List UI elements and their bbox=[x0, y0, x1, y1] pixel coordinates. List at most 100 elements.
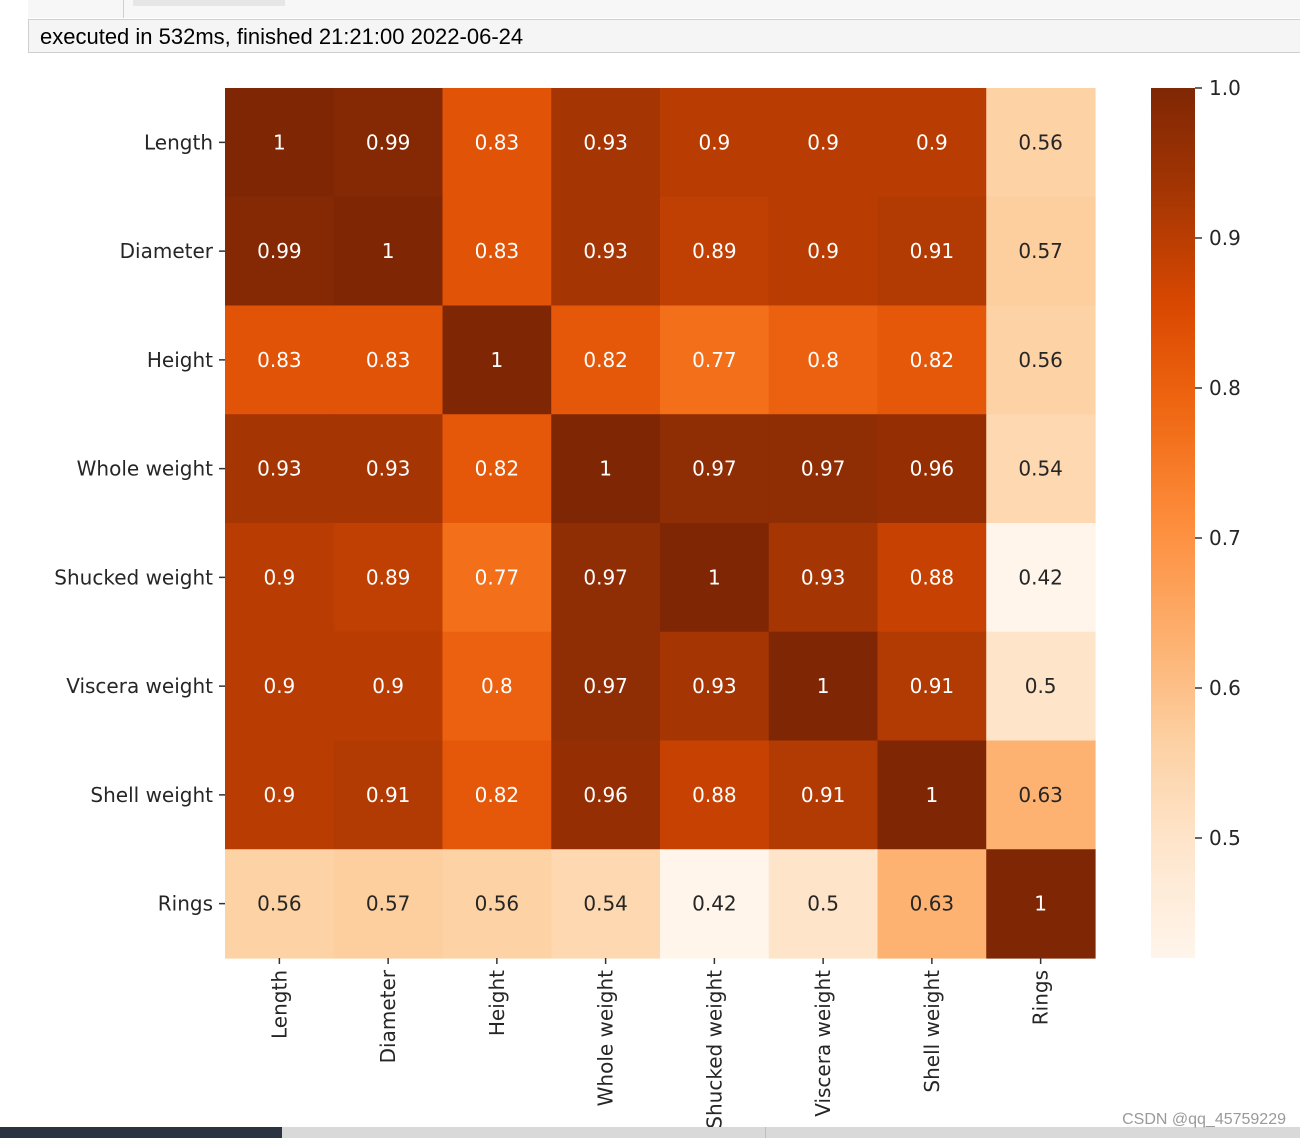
cell-annotation: 0.93 bbox=[692, 674, 737, 698]
cell-annotation: 0.9 bbox=[698, 130, 730, 154]
cell-annotation: 0.88 bbox=[692, 783, 737, 807]
cell-annotation: 1 bbox=[491, 348, 504, 372]
heatmap-cell-diameter-whole-weight bbox=[551, 196, 661, 307]
cell-annotation: 0.97 bbox=[583, 674, 628, 698]
x-tick-label: Rings bbox=[1029, 970, 1053, 1025]
colorbar-tick-label: 0.7 bbox=[1209, 526, 1241, 550]
cell-annotation: 0.9 bbox=[263, 565, 295, 589]
cell-annotation: 0.96 bbox=[583, 783, 628, 807]
heatmap-cell-shucked-weight-shell-weight bbox=[877, 523, 987, 633]
cell-annotation: 0.93 bbox=[257, 457, 302, 481]
heatmap-cell-diameter-shucked-weight bbox=[660, 196, 770, 307]
colorbar-tick-label: 1.0 bbox=[1209, 76, 1241, 100]
heatmap-cell-height-rings bbox=[986, 305, 1096, 415]
x-tick-label: Whole weight bbox=[594, 970, 618, 1106]
heatmap-cell-whole-weight-viscera-weight bbox=[768, 414, 879, 524]
cell-annotation: 0.9 bbox=[916, 130, 948, 154]
heatmap-cell-rings-rings bbox=[986, 849, 1096, 959]
heatmap-cells bbox=[225, 88, 1096, 959]
heatmap-cell-rings-shucked-weight bbox=[660, 849, 770, 959]
cell-annotation: 0.56 bbox=[1018, 130, 1063, 154]
x-tick-label: Shucked weight bbox=[702, 970, 726, 1129]
execution-status-bar bbox=[28, 19, 1300, 53]
colorbar-tick-label: 0.5 bbox=[1209, 826, 1241, 850]
cell-annotation: 0.77 bbox=[475, 565, 520, 589]
cell-annotation: 0.77 bbox=[692, 348, 737, 372]
heatmap-cell-shell-weight-shucked-weight bbox=[660, 740, 770, 850]
heatmap-cell-diameter-rings bbox=[986, 196, 1096, 307]
heatmap-cell-whole-weight-rings bbox=[986, 414, 1096, 524]
colorbar: 0.5 0.6 0.7 0.8 0.9 1.0 bbox=[1151, 76, 1241, 958]
x-axis: Length Diameter Height Whole weight Shucked … bbox=[267, 958, 1053, 1129]
cell-annotation: 0.42 bbox=[692, 892, 737, 916]
heatmap-cell-rings-diameter bbox=[333, 849, 444, 959]
x-tick-label: Length bbox=[267, 970, 291, 1039]
heatmap-cell-height-height bbox=[442, 305, 552, 415]
heatmap-cell-rings-whole-weight bbox=[551, 849, 661, 959]
colorbar-tick-label: 0.9 bbox=[1209, 226, 1241, 250]
heatmap-cell-height-whole-weight bbox=[551, 305, 661, 415]
y-tick-label: Height bbox=[147, 348, 213, 372]
heatmap-cell-rings-viscera-weight bbox=[768, 849, 879, 959]
cell-annotation: 0.63 bbox=[910, 892, 955, 916]
cell-annotation: 0.93 bbox=[801, 565, 846, 589]
heatmap-cell-viscera-weight-viscera-weight bbox=[768, 631, 879, 742]
heatmap-cell-shell-weight-diameter bbox=[333, 740, 444, 850]
cell-annotation: 0.5 bbox=[807, 892, 839, 916]
heatmap-cell-rings-shell-weight bbox=[877, 849, 987, 959]
cell-annotation: 0.56 bbox=[475, 892, 520, 916]
cell-annotation: 0.82 bbox=[583, 348, 628, 372]
cell-annotation: 0.63 bbox=[1018, 783, 1063, 807]
cell-annotation: 0.89 bbox=[692, 239, 737, 263]
heatmap-cell-length-diameter bbox=[333, 88, 444, 198]
cell-annotation: 0.99 bbox=[257, 239, 302, 263]
heatmap-cell-diameter-height bbox=[442, 196, 552, 307]
heatmap-cell-length-shucked-weight bbox=[660, 88, 770, 198]
y-tick-label: Rings bbox=[158, 892, 213, 916]
heatmap-cell-viscera-weight-rings bbox=[986, 631, 1096, 742]
cell-annotation: 0.54 bbox=[1018, 457, 1063, 481]
heatmap-cell-shucked-weight-viscera-weight bbox=[768, 523, 879, 633]
cell-annotation: 1 bbox=[926, 783, 939, 807]
x-tick-label: Shell weight bbox=[920, 970, 944, 1093]
heatmap-cell-height-shell-weight bbox=[877, 305, 987, 415]
csdn-watermark: CSDN @qq_45759229 bbox=[1122, 1111, 1286, 1128]
colorbar-tick-label: 0.6 bbox=[1209, 676, 1241, 700]
heatmap-cell-shell-weight-height bbox=[442, 740, 552, 850]
cell-annotation: 0.9 bbox=[807, 239, 839, 263]
cell-annotation: 0.82 bbox=[475, 457, 520, 481]
bottom-divider bbox=[765, 1127, 766, 1138]
cell-annotation: 0.93 bbox=[583, 239, 628, 263]
heatmap-cell-whole-weight-diameter bbox=[333, 414, 444, 524]
heatmap-cell-viscera-weight-whole-weight bbox=[551, 631, 661, 742]
heatmap-cell-shell-weight-rings bbox=[986, 740, 1096, 850]
cell-annotation: 0.9 bbox=[807, 130, 839, 154]
cell-annotation: 0.82 bbox=[475, 783, 520, 807]
heatmap-cell-diameter-shell-weight bbox=[877, 196, 987, 307]
heatmap-cell-shell-weight-length bbox=[225, 740, 335, 850]
heatmap-cell-shucked-weight-shucked-weight bbox=[660, 523, 770, 633]
cell-annotation: 0.82 bbox=[910, 348, 955, 372]
heatmap-cell-diameter-diameter bbox=[333, 196, 444, 307]
heatmap-cell-length-whole-weight bbox=[551, 88, 661, 198]
heatmap-cell-length-length bbox=[225, 88, 335, 198]
cell-annotation: 1 bbox=[599, 457, 612, 481]
x-tick-label: Viscera weight bbox=[811, 970, 835, 1117]
heatmap-cell-shucked-weight-diameter bbox=[333, 523, 444, 633]
x-tick-label: Diameter bbox=[376, 969, 400, 1063]
heatmap-cell-whole-weight-shucked-weight bbox=[660, 414, 770, 524]
colorbar-tick-label: 0.8 bbox=[1209, 376, 1241, 400]
heatmap-cell-viscera-weight-length bbox=[225, 631, 335, 742]
heatmap-cell-shell-weight-whole-weight bbox=[551, 740, 661, 850]
heatmap-cell-length-shell-weight bbox=[877, 88, 987, 198]
heatmap-cell-whole-weight-length bbox=[225, 414, 335, 524]
cell-annotation: 0.93 bbox=[366, 457, 411, 481]
heatmap-cell-whole-weight-whole-weight bbox=[551, 414, 661, 524]
cell-annotation: 0.93 bbox=[583, 130, 628, 154]
heatmap-cell-rings-length bbox=[225, 849, 335, 959]
cell-annotation: 0.83 bbox=[366, 348, 411, 372]
heatmap-cell-length-viscera-weight bbox=[768, 88, 879, 198]
y-tick-label: Whole weight bbox=[77, 457, 213, 481]
